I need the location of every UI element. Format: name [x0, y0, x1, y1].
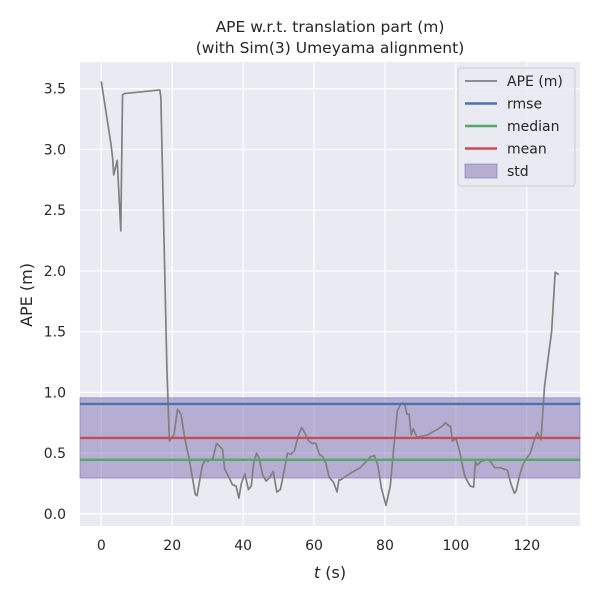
x-tick-label: 100	[443, 538, 470, 554]
x-tick-label: 20	[163, 538, 181, 554]
x-axis-label-unit: (s)	[320, 563, 346, 582]
y-tick-label: 3.0	[44, 142, 66, 158]
legend-label-median: median	[507, 119, 559, 135]
legend: APE (m) rmse median mean std	[457, 67, 576, 187]
legend-box	[457, 67, 576, 187]
ape-series-line	[100, 81, 560, 507]
x-axis-label-var: t	[314, 563, 321, 582]
x-tick-label: 80	[376, 538, 394, 554]
y-tick-label: 1.0	[44, 385, 66, 401]
legend-label-mean: mean	[507, 142, 547, 158]
series-layer	[80, 81, 580, 507]
x-axis-label: t (s)	[314, 563, 346, 582]
x-tick-label: 0	[97, 538, 106, 554]
legend-label-std: std	[507, 164, 529, 180]
x-tick-label: 40	[234, 538, 252, 554]
y-tick-label: 1.5	[44, 325, 66, 341]
tick-labels: 0 20 40 60 80 100 120 0.0 0.5 1.0 1.5 2.0 2.5 3.0 3.5	[44, 82, 540, 554]
y-axis-label: APE (m)	[17, 263, 36, 327]
y-tick-label: 3.5	[44, 82, 66, 98]
x-tick-label: 60	[305, 538, 323, 554]
chart-subtitle: (with Sim(3) Umeyama alignment)	[196, 39, 465, 57]
x-tick-label: 120	[513, 538, 540, 554]
legend-swatch-std	[464, 163, 498, 179]
y-tick-label: 0.0	[44, 507, 66, 523]
y-tick-label: 0.5	[44, 446, 66, 462]
y-tick-label: 2.5	[44, 203, 66, 219]
chart-title: APE w.r.t. translation part (m)	[216, 18, 445, 36]
legend-label-rmse: rmse	[507, 97, 542, 113]
legend-label-ape: APE (m)	[507, 74, 563, 90]
y-tick-label: 2.0	[44, 264, 66, 280]
